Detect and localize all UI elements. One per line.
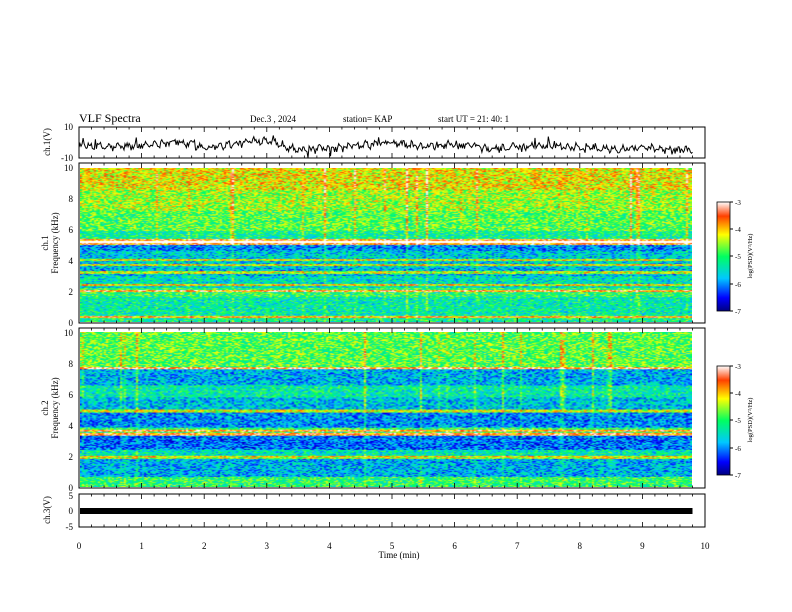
time-tick-label-4: 4 (327, 541, 332, 551)
ch2-cb-tick-neg6: -6 (735, 445, 741, 453)
ch1-colorbar-scale (716, 201, 731, 312)
time-tick-label-3: 3 (265, 541, 270, 551)
ch1-spectrogram-panel: 10 8 6 4 2 0 ch.1 Frequency (kHz) (40, 162, 706, 328)
ch1-ytick-top: 10 (64, 122, 74, 132)
ch2-freq-tick-10: 10 (64, 328, 74, 338)
ch1-freq-tick-0: 0 (69, 318, 74, 328)
ch2-cb-tick-neg7: -7 (735, 472, 741, 480)
time-tick-label-0: 0 (77, 541, 82, 551)
ch2-spec-ylabel-frequency: Frequency (kHz) (50, 377, 60, 438)
ch3-voltage-panel: 5 0 -5 ch.3(V) (42, 491, 706, 532)
time-tick-label-8: 8 (578, 541, 583, 551)
header-station: station= KAP (343, 114, 392, 124)
ch1-cb-tick-neg4: -4 (735, 226, 741, 234)
ch3-voltage-trace (80, 508, 693, 514)
ch1-cb-tick-neg7: -7 (735, 308, 741, 316)
ch1-voltage-trace (78, 135, 693, 159)
ch1-freq-tick-6: 6 (69, 225, 74, 235)
chart-title: VLF Spectra (79, 111, 141, 125)
time-tick-label-7: 7 (515, 541, 520, 551)
header-start-time: start UT = 21: 40: 1 (438, 114, 509, 124)
ch3-ytick-5: 5 (69, 491, 74, 501)
ch1-colorbar-label: log(PSD)(V²/Hz) (747, 234, 754, 279)
ch1-freq-tick-2: 2 (69, 287, 74, 297)
ch3-voltage-ticks (78, 494, 706, 527)
time-tick-label-10: 10 (701, 541, 711, 551)
ch2-freq-tick-2: 2 (69, 452, 74, 462)
ch1-freq-tick-8: 8 (69, 194, 74, 204)
ch2-spectrogram-ticks (78, 328, 706, 488)
ch3-ytick-0: 0 (69, 506, 74, 516)
ch3-ytick-neg5: -5 (66, 522, 74, 532)
ch2-freq-tick-0: 0 (69, 483, 74, 493)
header-date: Dec.3 , 2024 (250, 114, 296, 124)
time-tick-label-2: 2 (202, 541, 207, 551)
ch2-spec-ylabel-channel: ch.2 (40, 400, 50, 415)
ch1-spectrogram-ticks (78, 163, 706, 323)
time-axis-label: Time (min) (379, 550, 420, 560)
ch1-freq-tick-4: 4 (69, 256, 74, 266)
ch2-colorbar: -3 -4 -5 -6 -7 log(PSD)(V²/Hz) (716, 363, 754, 480)
ch1-freq-tick-10: 10 (64, 163, 74, 173)
ch2-cb-tick-neg4: -4 (735, 390, 741, 398)
ch2-colorbar-scale (716, 365, 731, 476)
ch2-colorbar-label: log(PSD)(V²/Hz) (747, 398, 754, 443)
ch3-voltage-ylabel: ch.3(V) (42, 496, 52, 524)
time-tick-label-9: 9 (640, 541, 645, 551)
ch1-cb-tick-neg6: -6 (735, 281, 741, 289)
ch2-freq-tick-8: 8 (69, 359, 74, 369)
ch2-spectrogram-panel: 10 8 6 4 2 0 ch.2 Frequency (kHz) (40, 327, 706, 493)
time-axis-tick-labels: 0 1 2 3 4 5 6 7 8 9 10 (77, 541, 710, 551)
time-tick-label-5: 5 (390, 541, 395, 551)
time-tick-label-6: 6 (452, 541, 457, 551)
ch1-colorbar: -3 -4 -5 -6 -7 log(PSD)(V²/Hz) (716, 199, 754, 316)
ch2-freq-tick-6: 6 (69, 390, 74, 400)
ch2-cb-tick-neg3: -3 (735, 363, 741, 371)
ch1-cb-tick-neg3: -3 (735, 199, 741, 207)
ch1-ytick-bottom: -10 (61, 153, 73, 163)
ch2-cb-tick-neg5: -5 (735, 417, 741, 425)
ch1-voltage-ylabel: ch.1(V) (42, 128, 52, 156)
ch1-voltage-panel: 10 -10 ch.1(V) (42, 122, 706, 163)
ch1-voltage-ticks (78, 127, 706, 158)
ch1-spec-ylabel-frequency: Frequency (kHz) (50, 212, 60, 273)
ch2-freq-tick-4: 4 (69, 421, 74, 431)
ch2-spectrogram-heatmap (80, 332, 692, 487)
ch1-spec-ylabel-channel: ch.1 (40, 235, 50, 250)
time-tick-label-1: 1 (139, 541, 144, 551)
ch1-cb-tick-neg5: -5 (735, 253, 741, 261)
ch1-spectrogram-heatmap (80, 168, 692, 322)
